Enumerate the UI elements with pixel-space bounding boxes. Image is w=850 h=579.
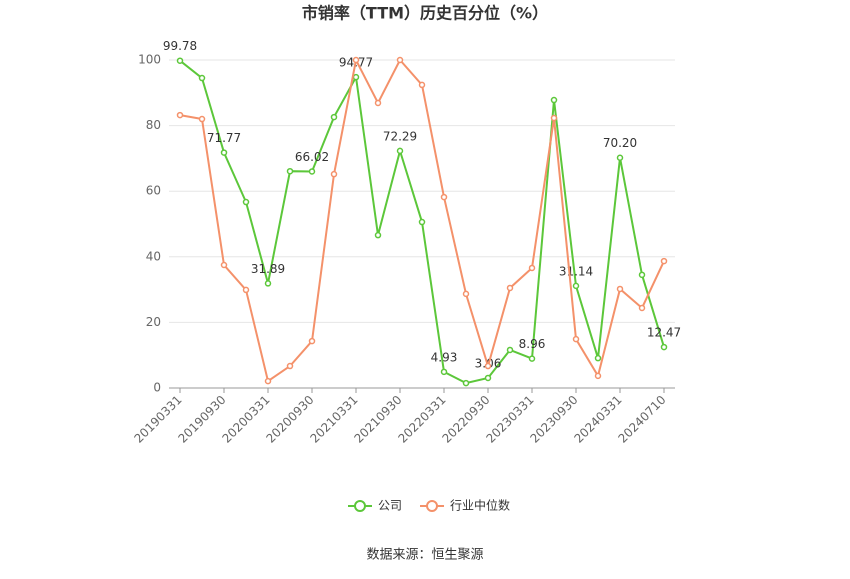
data-label: 70.20 <box>603 136 637 150</box>
point <box>462 290 470 298</box>
point <box>198 115 206 123</box>
point <box>330 170 338 178</box>
point <box>396 56 404 64</box>
point <box>616 285 624 293</box>
point <box>308 337 316 345</box>
point <box>506 284 514 292</box>
point <box>462 379 470 387</box>
point <box>396 147 404 155</box>
point <box>484 362 492 370</box>
data-label: 99.78 <box>163 39 197 53</box>
point <box>660 343 668 351</box>
point <box>308 168 316 175</box>
y-tick-label: 80 <box>146 118 161 132</box>
y-tick-label: 60 <box>146 184 161 198</box>
y-tick-label: 0 <box>153 381 161 395</box>
point <box>374 99 382 107</box>
legend-label[interactable]: 行业中位数 <box>450 498 510 513</box>
y-tick-label: 100 <box>138 53 161 67</box>
point <box>638 304 646 312</box>
point <box>616 154 624 161</box>
y-tick-label: 40 <box>146 249 161 263</box>
point <box>594 372 602 380</box>
data-label: 8.96 <box>519 337 546 351</box>
data-label: 31.14 <box>559 264 593 278</box>
point <box>286 167 294 175</box>
data-label: 4.93 <box>431 350 458 364</box>
point <box>198 74 206 82</box>
point <box>176 111 184 119</box>
point <box>264 377 272 385</box>
point <box>572 282 580 290</box>
point <box>242 286 250 294</box>
point <box>440 368 448 376</box>
data-label: 72.29 <box>383 129 417 143</box>
point <box>506 346 514 354</box>
point <box>528 355 536 362</box>
point <box>418 218 426 226</box>
point <box>484 374 492 382</box>
data-label: 12.47 <box>647 326 681 340</box>
point <box>418 81 426 89</box>
data-label: 31.89 <box>251 262 285 276</box>
point <box>176 57 184 64</box>
data-label: 71.77 <box>207 131 241 145</box>
point <box>550 114 558 122</box>
point <box>352 73 360 81</box>
point <box>528 264 536 272</box>
point <box>286 362 294 370</box>
chart-title: 市销率（TTM）历史百分位（%） <box>302 4 548 23</box>
legend-label[interactable]: 公司 <box>378 499 402 513</box>
point <box>440 193 448 201</box>
point <box>330 113 338 121</box>
legend-marker[interactable] <box>426 500 439 512</box>
point <box>660 257 668 265</box>
point <box>374 231 382 239</box>
point <box>352 56 360 64</box>
point <box>594 354 602 362</box>
y-tick-label: 20 <box>146 315 161 329</box>
legend-marker[interactable] <box>354 500 366 512</box>
point <box>220 261 228 269</box>
point <box>242 198 250 206</box>
data-label: 66.02 <box>295 150 329 164</box>
point <box>264 280 272 287</box>
point <box>550 96 558 104</box>
point <box>638 271 646 279</box>
point <box>220 149 228 156</box>
x-tick-label: 20240710 <box>616 393 669 446</box>
point <box>572 335 580 343</box>
source: 数据来源：恒生聚源 <box>366 548 483 563</box>
